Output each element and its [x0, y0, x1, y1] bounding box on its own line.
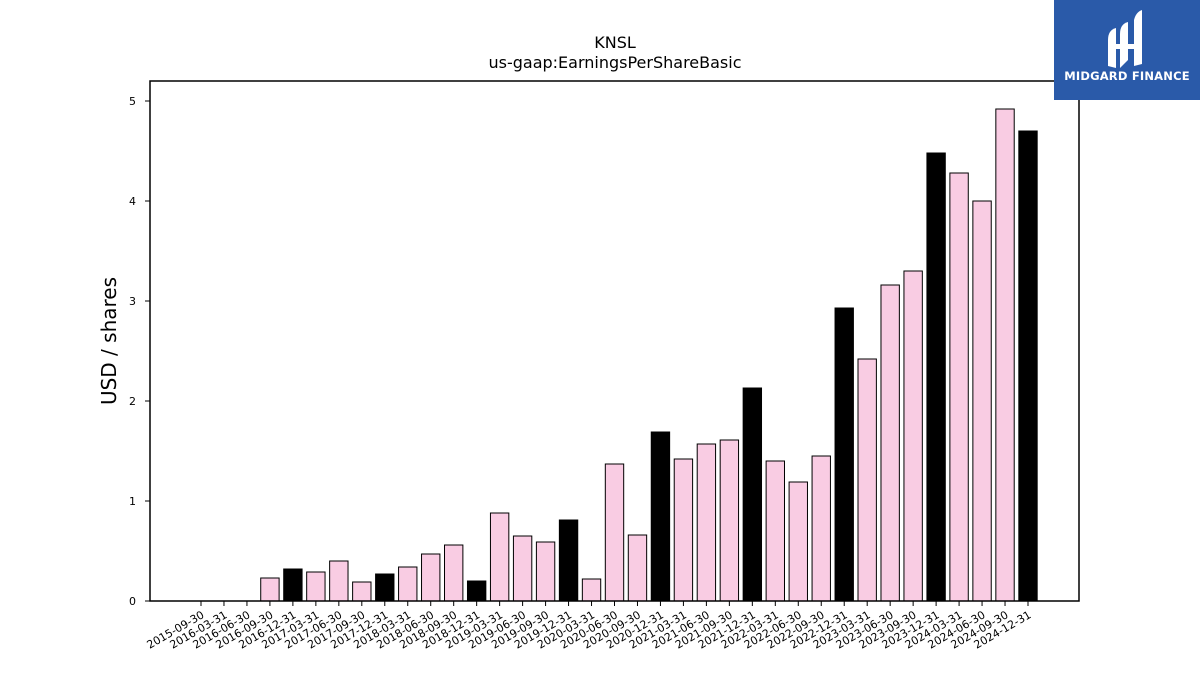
bar: [260, 577, 280, 602]
plot-frame: [149, 80, 1080, 602]
bar: [995, 108, 1015, 602]
y-ticks-group: 0 1 2 3 4 5: [129, 95, 150, 608]
chart-title: KNSL: [594, 33, 636, 52]
y-tick-label: 1: [129, 495, 136, 508]
bar: [558, 519, 579, 602]
bar: [719, 439, 740, 602]
bar: [765, 460, 785, 602]
bar: [466, 580, 487, 602]
bar: [306, 571, 326, 602]
bar: [811, 455, 831, 602]
y-tick-label: 2: [129, 395, 136, 408]
bar: [489, 512, 510, 602]
y-tick-label: 0: [129, 595, 136, 608]
bar: [535, 541, 556, 602]
bar: [949, 172, 969, 602]
bar: [329, 560, 349, 602]
bar: [604, 463, 625, 602]
bars-group: [260, 108, 1038, 602]
bar: [444, 544, 464, 602]
bar: [581, 578, 602, 602]
midgard-finance-logo: MIDGARD FINANCE: [1054, 0, 1200, 100]
midgard-logo-mark-icon: [1108, 10, 1142, 68]
bar: [926, 152, 946, 602]
bar: [283, 568, 303, 602]
y-tick-label: 4: [129, 195, 136, 208]
bar: [421, 553, 441, 602]
y-tick-label: 5: [129, 95, 136, 108]
bar: [903, 270, 923, 602]
bar: [880, 284, 900, 602]
bar: [650, 431, 671, 602]
y-axis-label: USD / shares: [97, 277, 121, 405]
chart-subtitle: us-gaap:EarningsPerShareBasic: [488, 53, 741, 72]
bar: [673, 458, 694, 602]
bar: [1018, 130, 1038, 602]
bar: [398, 566, 418, 602]
bar: [696, 443, 717, 602]
bar: [834, 307, 854, 602]
x-ticks-group: 2015-09-302016-03-312016-06-302016-09-30…: [145, 601, 1034, 652]
bar: [375, 573, 395, 602]
bar: [627, 534, 648, 602]
bar: [352, 581, 372, 602]
bar: [857, 358, 877, 602]
bar: [742, 387, 763, 602]
bar: [788, 481, 808, 602]
bar: [512, 535, 533, 602]
logo-text: MIDGARD FINANCE: [1064, 69, 1190, 83]
bar: [972, 200, 992, 602]
y-tick-label: 3: [129, 295, 136, 308]
